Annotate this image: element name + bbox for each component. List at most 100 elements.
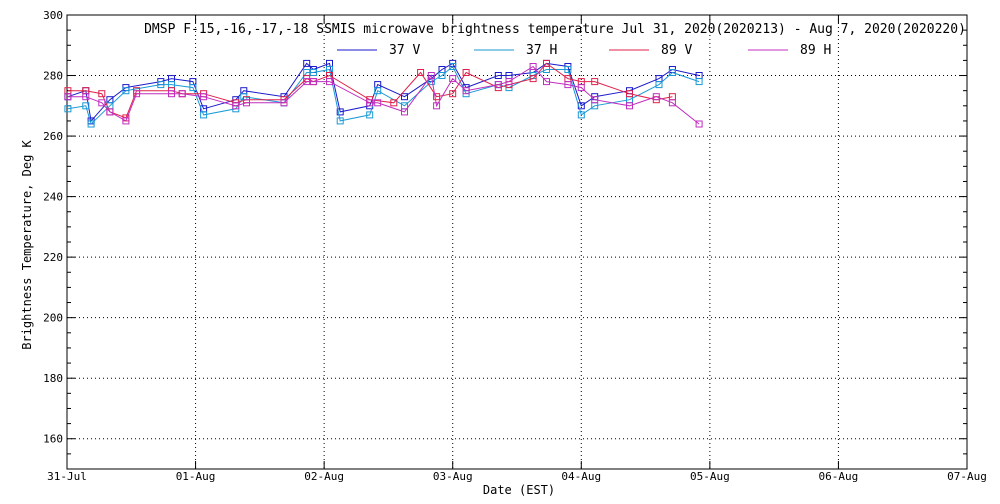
data-point [336, 117, 344, 125]
data-point [655, 81, 663, 89]
data-point [577, 84, 585, 92]
y-tick-label: 240 [43, 191, 63, 204]
data-point [577, 111, 585, 119]
data-point [178, 90, 186, 98]
x-axis-label: Date (EST) [483, 483, 555, 497]
y-tick-label: 200 [43, 312, 63, 325]
data-point [449, 75, 457, 83]
data-point [336, 108, 344, 116]
data-point [401, 108, 408, 116]
data-point [695, 78, 703, 86]
y-tick-label: 280 [43, 70, 63, 83]
data-point [82, 102, 90, 110]
data-point [668, 69, 676, 76]
axes-layer: 160 180 200 220 240 260 280 300 31-Jul 01-Aug 02-A… [43, 9, 987, 483]
data-point [652, 93, 660, 101]
legend: 37 V 37 H 89 V 89 H [337, 43, 831, 58]
x-tick-label: 01-Aug [176, 470, 216, 483]
data-point [133, 90, 141, 98]
data-point [87, 120, 95, 128]
legend-label: 89 V [661, 43, 692, 58]
data-point [449, 90, 457, 98]
y-tick-label: 260 [43, 130, 63, 143]
data-point [564, 66, 572, 73]
data-point [543, 59, 550, 67]
data-point [122, 87, 130, 95]
data-point [591, 96, 599, 104]
series-37-h [64, 63, 703, 128]
data-point [98, 99, 106, 107]
data-point [200, 111, 208, 119]
x-tick-label: 02-Aug [304, 470, 344, 483]
x-tick-label: 07-Aug [947, 470, 987, 483]
y-tick-label: 160 [43, 433, 63, 446]
data-point [374, 99, 382, 107]
data-point [401, 93, 408, 101]
data-point [529, 63, 537, 70]
data-point [462, 69, 470, 76]
data-point [494, 81, 502, 89]
data-point [189, 84, 197, 92]
data-point [626, 102, 633, 110]
data-point [64, 93, 72, 101]
data-point [303, 78, 311, 86]
series-89-h [64, 63, 703, 128]
data-point [82, 93, 90, 101]
y-axis-label: Brightness Temperature, Deg K [20, 139, 34, 349]
data-point [326, 78, 333, 86]
data-point [106, 108, 114, 116]
data-point [122, 117, 130, 125]
data-point [98, 90, 106, 98]
legend-item: 89 V [609, 43, 692, 58]
series-layer [64, 59, 703, 128]
data-point [417, 69, 425, 76]
data-point [243, 99, 250, 107]
legend-label: 37 V [389, 43, 420, 58]
data-point [543, 78, 550, 86]
data-point [427, 72, 435, 79]
series-line [67, 62, 700, 123]
legend-label: 37 H [526, 43, 557, 58]
data-point [303, 59, 311, 67]
data-point [309, 69, 317, 76]
legend-item: 89 H [748, 43, 831, 58]
data-point [309, 78, 317, 86]
data-point [449, 63, 457, 70]
x-tick-label: 31-Jul [47, 470, 87, 483]
y-tick-label: 220 [43, 251, 63, 264]
x-tick-label: 06-Aug [819, 470, 859, 483]
data-point [626, 90, 633, 98]
data-point [168, 90, 175, 98]
data-point [668, 99, 676, 107]
plot-frame [66, 14, 968, 470]
legend-label: 89 H [800, 43, 831, 58]
legend-item: 37 V [337, 43, 420, 58]
legend-item: 37 H [474, 43, 557, 58]
data-point [695, 120, 703, 128]
data-point [505, 78, 513, 86]
data-point [438, 72, 446, 79]
y-tick-label: 180 [43, 372, 63, 385]
data-point [494, 72, 502, 79]
x-tick-label: 03-Aug [433, 470, 473, 483]
data-point [157, 81, 165, 89]
data-point [433, 93, 441, 101]
data-point [591, 78, 599, 86]
x-tick-label: 04-Aug [561, 470, 601, 483]
data-point [564, 81, 572, 89]
data-point [64, 105, 72, 113]
data-point [529, 75, 537, 83]
series-line [67, 65, 700, 125]
data-point [232, 102, 240, 110]
y-tick-label: 300 [43, 9, 63, 22]
data-point [433, 102, 441, 110]
data-point [462, 87, 470, 95]
data-point [366, 99, 374, 107]
data-point [374, 87, 382, 95]
data-point [280, 99, 288, 107]
x-tick-label: 05-Aug [690, 470, 730, 483]
chart-title: DMSP F-15,-16,-17,-18 SSMIS microwave br… [144, 22, 966, 37]
series-37-v [64, 59, 703, 125]
